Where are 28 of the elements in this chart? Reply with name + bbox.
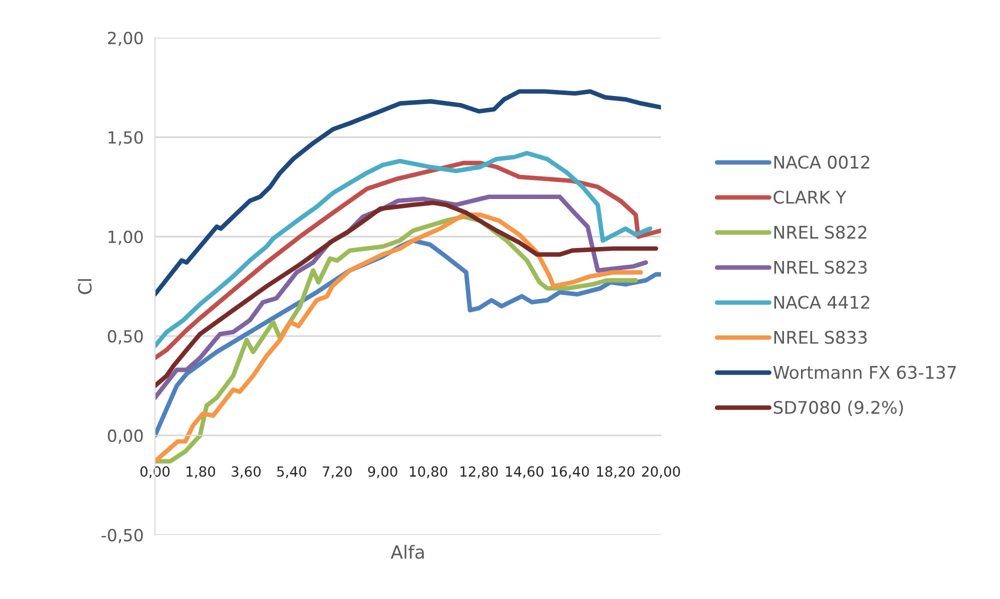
legend-label: NREL S822 bbox=[774, 226, 866, 239]
x-tick-label: 12,80 bbox=[460, 466, 498, 478]
y-tick-label: 1,50 bbox=[108, 131, 143, 146]
legend-label: SD7080 (9.2%) bbox=[774, 400, 903, 416]
y-tick-label: 1,00 bbox=[108, 230, 143, 245]
x-tick-label: 5,40 bbox=[277, 466, 306, 478]
y-tick-label: -0,50 bbox=[102, 528, 143, 544]
legend-label: NACA 0012 bbox=[774, 156, 870, 169]
x-tick-label: 3,60 bbox=[232, 466, 261, 478]
x-tick-label: 18,20 bbox=[597, 466, 634, 478]
y-axis-title: Cl bbox=[78, 279, 92, 294]
x-tick-label: 7,20 bbox=[322, 466, 352, 478]
legend-label: NACA 4412 bbox=[774, 296, 870, 309]
x-tick-label: 16,40 bbox=[552, 466, 589, 478]
x-tick-label: 1,80 bbox=[186, 466, 216, 478]
legend-label: CLARK Y bbox=[774, 190, 846, 204]
x-tick-label: 10,80 bbox=[410, 466, 448, 478]
y-tick-label: 0,50 bbox=[108, 330, 143, 344]
y-tick-label: 0,00 bbox=[108, 429, 143, 444]
legend-label: Wortmann FX 63-137 bbox=[773, 366, 956, 379]
x-tick-label: 14,60 bbox=[506, 466, 544, 478]
x-tick-label: 20,00 bbox=[642, 466, 680, 478]
x-tick-label: 9,00 bbox=[368, 466, 398, 478]
line-series bbox=[155, 89, 661, 296]
x-axis-title: Alfa bbox=[390, 544, 424, 559]
legend-label: NREL S833 bbox=[774, 330, 867, 344]
y-tick-label: 2,00 bbox=[108, 32, 143, 46]
legend-label: NREL S823 bbox=[774, 260, 867, 274]
